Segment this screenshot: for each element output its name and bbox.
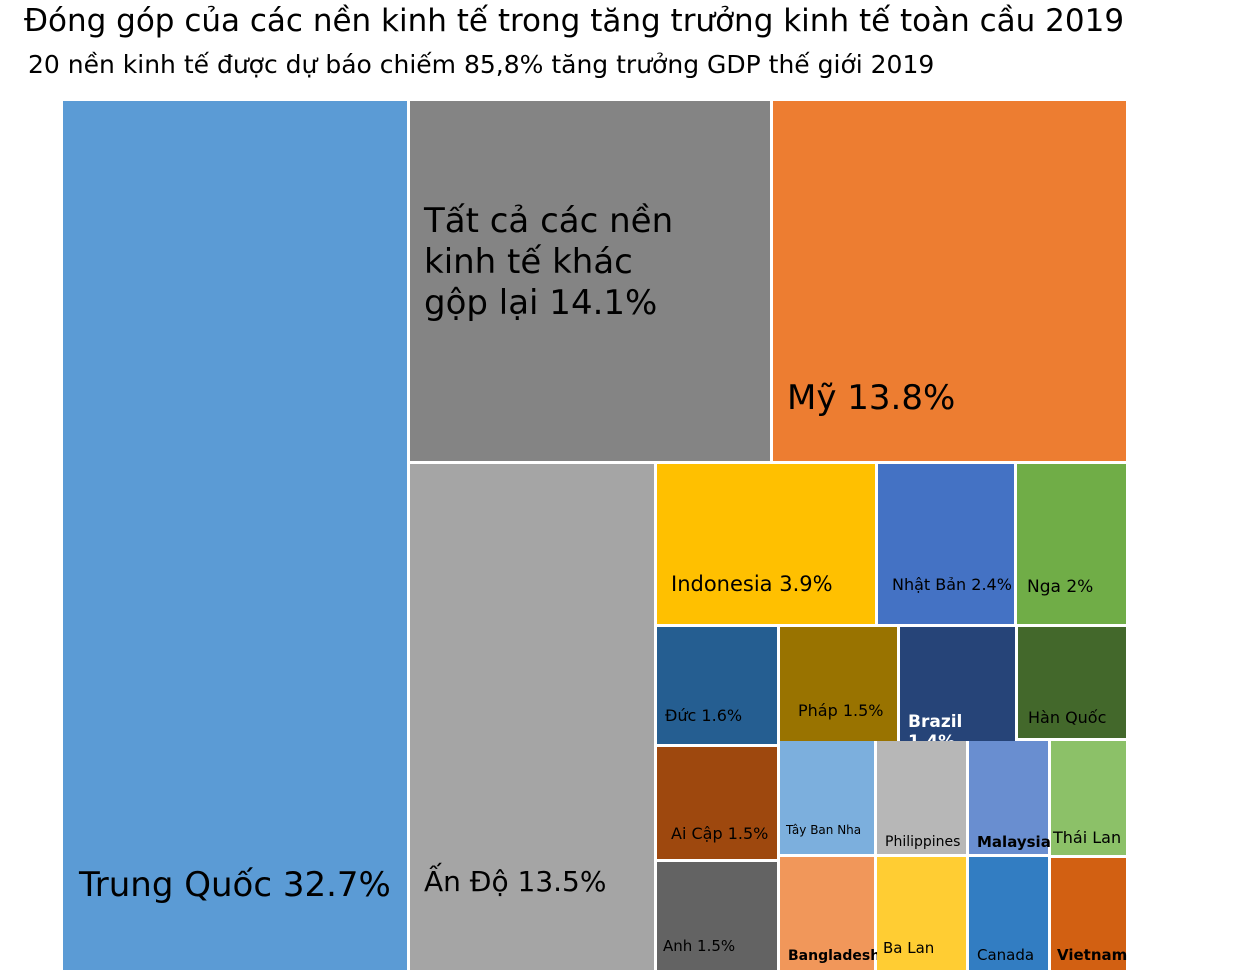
treemap-tile-3: Mỹ 13.8% [773, 101, 1129, 464]
treemap-tile-label: Đức 1.6% [665, 706, 743, 726]
chart-title: Đóng góp của các nền kinh tế trong tăng … [24, 3, 1125, 39]
treemap-tile-18: Bangladesh [780, 857, 881, 973]
treemap-tile-7: Nga 2% [1017, 464, 1129, 627]
treemap-tile-label: Nhật Bản 2.4% [892, 575, 1012, 595]
treemap-tile-20: Canada [969, 857, 1051, 973]
treemap-tile-5: Indonesia 3.9% [657, 464, 878, 627]
treemap-tile-2: Tất cả các nền kinh tế khác gộp lại 14.1… [410, 101, 773, 464]
treemap-tile-label: Ai Cập 1.5% [671, 824, 769, 844]
treemap-tile-13: Tây Ban Nha [780, 741, 877, 857]
treemap-tile-17: Anh 1.5% [657, 862, 780, 973]
treemap-tile-label: Trung Quốc 32.7% [79, 864, 391, 905]
treemap-tile-label: Hàn Quốc [1028, 708, 1107, 728]
treemap-tile-label: Bangladesh [788, 947, 881, 964]
treemap-tile-4: Ấn Độ 13.5% [410, 464, 657, 973]
treemap-tile-label: Nga 2% [1027, 576, 1094, 597]
treemap-tile-label: Indonesia 3.9% [671, 572, 833, 597]
treemap-tile-11: Hàn Quốc [1018, 627, 1129, 741]
treemap-tile-label: Ba Lan [883, 939, 935, 957]
treemap-tile-19: Ba Lan [877, 857, 969, 973]
treemap-tile-6: Nhật Bản 2.4% [878, 464, 1017, 627]
treemap-tile-15: Malaysia [969, 741, 1051, 857]
treemap-tile-label: Vietnam [1057, 946, 1128, 964]
treemap-tile-12: Ai Cập 1.5% [657, 747, 780, 862]
treemap-tile-10: Brazil 1.4% [900, 627, 1018, 752]
treemap-tile-8: Đức 1.6% [657, 627, 780, 747]
treemap-tile-16: Thái Lan [1051, 741, 1129, 858]
treemap-tile-1: Trung Quốc 32.7% [63, 101, 410, 973]
treemap-tile-label: Thái Lan [1053, 828, 1122, 848]
treemap-tile-21: Vietnam [1051, 858, 1129, 973]
treemap-tile-9: Pháp 1.5% [780, 627, 900, 747]
treemap-tile-label: Canada [977, 946, 1035, 964]
chart-subtitle: 20 nền kinh tế được dự báo chiếm 85,8% t… [28, 50, 935, 79]
treemap-tile-label: Philippines [885, 833, 961, 850]
treemap-tile-label: Mỹ 13.8% [787, 377, 956, 418]
treemap-tile-label: Ấn Độ 13.5% [424, 865, 607, 899]
treemap-tile-14: Philippines [877, 741, 969, 857]
treemap-tile-label: Malaysia [977, 833, 1051, 851]
treemap-tile-label: Tất cả các nền kinh tế khác gộp lại 14.1… [424, 201, 674, 323]
treemap-tile-label: Pháp 1.5% [798, 701, 884, 721]
treemap-tile-label: Tây Ban Nha [786, 822, 862, 837]
treemap-tile-label: Anh 1.5% [663, 937, 736, 955]
